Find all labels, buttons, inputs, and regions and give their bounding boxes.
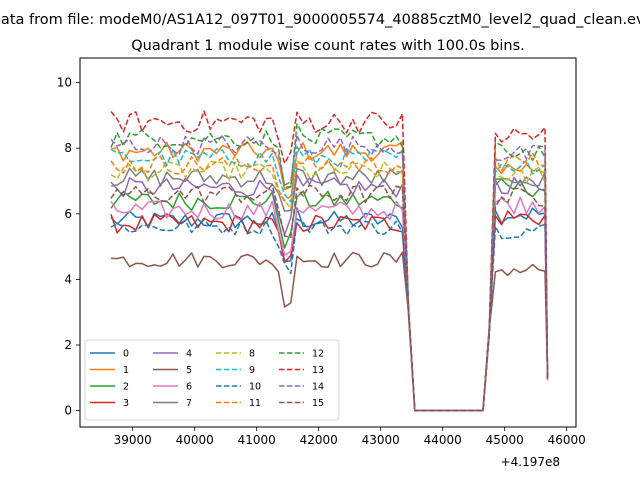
series-layer xyxy=(110,110,549,412)
legend-label-12: 12 xyxy=(312,349,324,360)
legend-label-0: 0 xyxy=(123,349,129,360)
figure-suptitle: Data from file: modeM0/AS1A12_097T01_900… xyxy=(0,12,640,28)
y-tick-label: 4 xyxy=(64,272,72,286)
legend-label-8: 8 xyxy=(249,349,255,360)
legend-label-14: 14 xyxy=(312,382,324,393)
y-tick-label: 0 xyxy=(64,404,72,418)
legend-label-5: 5 xyxy=(186,365,192,376)
legend-label-1: 1 xyxy=(123,365,129,376)
legend-label-13: 13 xyxy=(312,365,324,376)
chart-title: Quadrant 1 module wise count rates with … xyxy=(131,38,525,54)
y-tick-label: 10 xyxy=(57,76,72,90)
plot-frame xyxy=(79,57,577,428)
legend-label-2: 2 xyxy=(123,382,129,393)
series-line-15 xyxy=(110,184,549,412)
legend-label-10: 10 xyxy=(249,382,261,393)
legend-label-7: 7 xyxy=(186,398,192,409)
x-tick-label: 39000 xyxy=(114,433,152,447)
y-tick-label: 2 xyxy=(64,338,72,352)
legend-box xyxy=(84,339,340,421)
series-line-10 xyxy=(110,218,549,412)
axis-layer: 39000 40000 41000 42000 43000 44000 45000 46000… xyxy=(57,76,586,447)
legend-label-4: 4 xyxy=(186,349,192,360)
x-tick-label: 41000 xyxy=(238,433,276,447)
legend-label-9: 9 xyxy=(249,365,255,376)
x-tick-label: 46000 xyxy=(548,433,586,447)
x-tick-label: 44000 xyxy=(424,433,462,447)
x-tick-label: 42000 xyxy=(300,433,338,447)
x-tick-label: 45000 xyxy=(486,433,524,447)
x-tick-label: 43000 xyxy=(362,433,400,447)
legend-label-6: 6 xyxy=(186,382,192,393)
y-tick-label: 6 xyxy=(64,207,72,221)
x-tick-label: 40000 xyxy=(176,433,214,447)
legend-label-15: 15 xyxy=(312,398,324,409)
legend-label-11: 11 xyxy=(249,398,261,409)
x-offset-label: +4.197e8 xyxy=(501,455,560,469)
legend-label-3: 3 xyxy=(123,398,129,409)
y-tick-label: 8 xyxy=(64,141,72,155)
